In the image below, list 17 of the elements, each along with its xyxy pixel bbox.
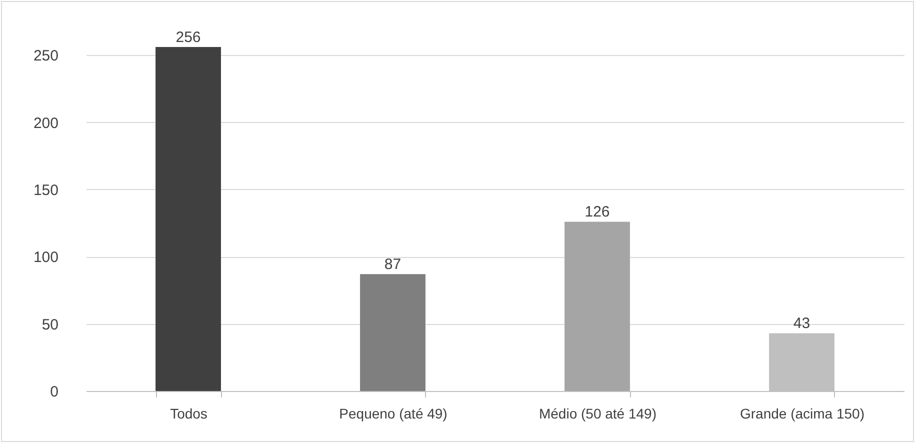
x-tick-label: Pequeno (até 49) (339, 406, 448, 422)
y-tick-label: 250 (33, 48, 58, 65)
y-tick-label: 100 (33, 249, 58, 266)
data-label: 43 (793, 315, 810, 332)
x-tick-label: Grande (acima 150) (740, 406, 865, 422)
bar (564, 222, 630, 391)
y-tick-label: 150 (33, 182, 58, 199)
x-tick-label: Todos (170, 406, 208, 422)
x-tick-label: Médio (50 até 149) (538, 406, 657, 422)
y-tick-label: 50 (42, 316, 58, 334)
data-label: 256 (176, 29, 201, 46)
y-tick-label: 0 (50, 384, 58, 400)
bar (156, 47, 221, 391)
data-label: 87 (384, 256, 402, 274)
data-label: 126 (584, 204, 610, 221)
bar (360, 274, 426, 391)
y-tick-label: 200 (33, 114, 58, 132)
